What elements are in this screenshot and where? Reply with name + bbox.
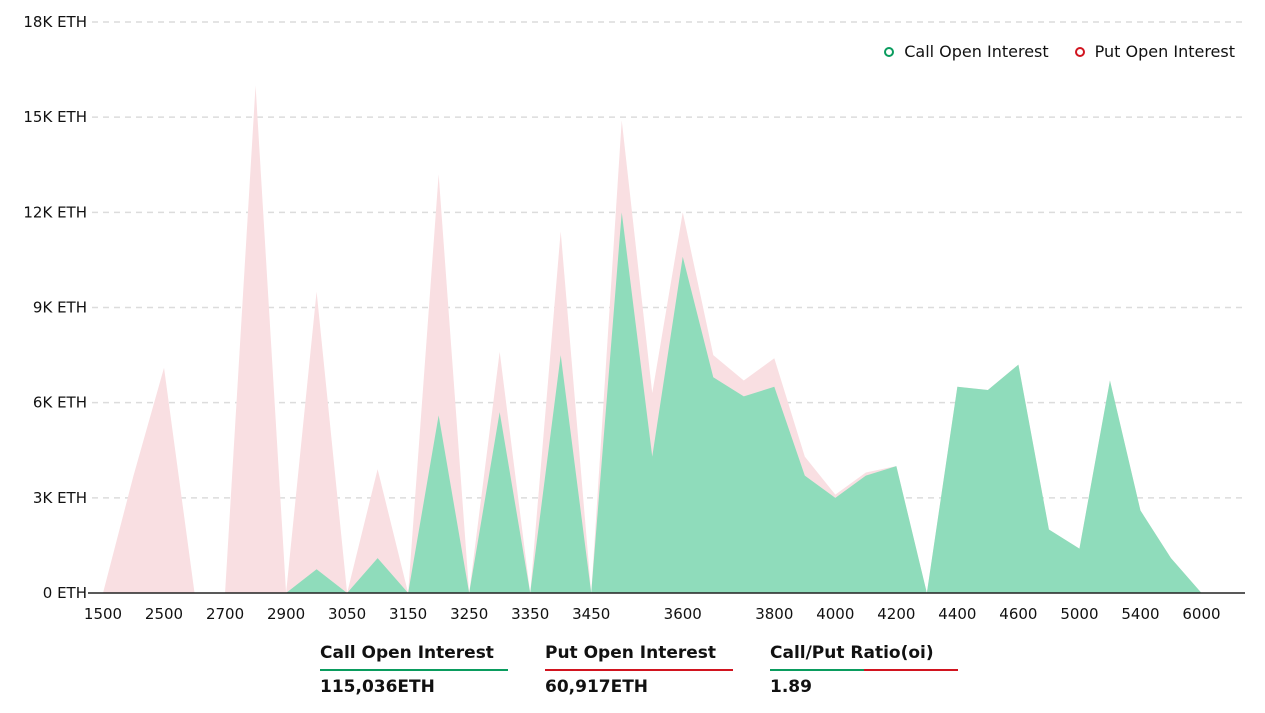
x-tick-label: 3150 [389, 605, 427, 623]
x-tick-label: 3250 [450, 605, 488, 623]
y-tick-label: 15K ETH [23, 108, 87, 126]
y-tick-label: 3K ETH [33, 489, 87, 507]
chart-areas [103, 85, 1232, 594]
x-tick-label: 2500 [145, 605, 183, 623]
stat-ratio-underline [770, 669, 958, 671]
legend-item-put[interactable]: Put Open Interest [1074, 42, 1235, 61]
y-axis-ticks: 18K ETH 15K ETH 12K ETH 9K ETH 6K ETH 3K ETH 0… [23, 13, 87, 602]
x-tick-label: 2700 [206, 605, 244, 623]
x-tick-label: 3050 [328, 605, 366, 623]
put-dot-icon [1074, 46, 1085, 57]
x-tick-label: 3600 [664, 605, 702, 623]
x-tick-label: 4200 [877, 605, 915, 623]
y-tick-label: 12K ETH [23, 203, 87, 221]
x-tick-label: 3350 [511, 605, 549, 623]
legend-item-call[interactable]: Call Open Interest [884, 42, 1049, 61]
stat-call-put-ratio: Call/Put Ratio(oi) 1.89 [770, 643, 958, 697]
x-tick-label: 3450 [572, 605, 610, 623]
y-tick-label: 18K ETH [23, 13, 87, 31]
call-open-interest-area [103, 212, 1232, 594]
open-interest-chart: 18K ETH 15K ETH 12K ETH 9K ETH 6K ETH 3K ETH 0… [23, 13, 1245, 623]
chart-legend: Call Open Interest Put Open Interest [884, 42, 1235, 61]
stat-put-label: Put Open Interest [545, 643, 717, 663]
summary-stats: Call Open Interest 115,036ETH Put Open I… [320, 643, 958, 697]
x-tick-label: 1500 [84, 605, 122, 623]
stat-call-value: 115,036ETH [320, 677, 435, 697]
x-tick-label: 6000 [1182, 605, 1220, 623]
stat-ratio-label: Call/Put Ratio(oi) [770, 643, 934, 663]
x-axis-ticks: 1500 2500 2700 2900 3050 3150 3250 3350 3450 3600… [84, 605, 1221, 623]
legend-put-label: Put Open Interest [1094, 42, 1235, 61]
stat-put-open-interest: Put Open Interest 60,917ETH [545, 643, 733, 697]
y-tick-label: 0 ETH [43, 584, 87, 602]
x-tick-label: 4400 [938, 605, 976, 623]
stat-put-value: 60,917ETH [545, 677, 649, 697]
x-tick-label: 4000 [816, 605, 854, 623]
y-tick-label: 9K ETH [33, 299, 87, 317]
stat-call-open-interest: Call Open Interest 115,036ETH [320, 643, 508, 697]
call-dot-icon [884, 46, 895, 57]
x-tick-label: 3800 [755, 605, 793, 623]
x-tick-label: 5400 [1121, 605, 1159, 623]
stat-call-label: Call Open Interest [320, 643, 494, 663]
stat-ratio-value: 1.89 [770, 677, 812, 697]
stat-call-underline [320, 669, 508, 671]
x-tick-label: 5000 [1060, 605, 1098, 623]
legend-call-label: Call Open Interest [904, 42, 1049, 61]
x-tick-label: 2900 [267, 605, 305, 623]
y-tick-label: 6K ETH [33, 394, 87, 412]
x-tick-label: 4600 [999, 605, 1037, 623]
stat-put-underline [545, 669, 733, 671]
